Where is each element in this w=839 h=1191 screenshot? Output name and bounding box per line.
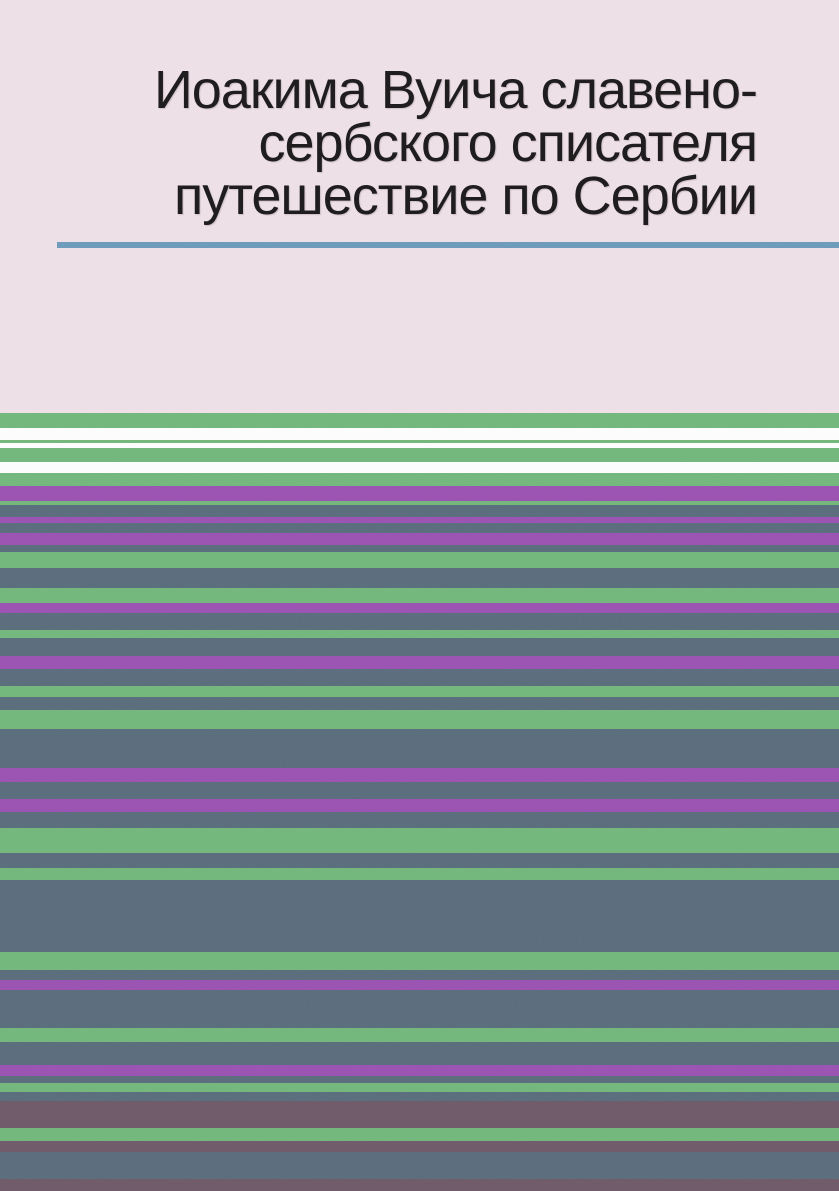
stripe-slate <box>0 990 839 1028</box>
stripe-mauve <box>0 1179 839 1191</box>
book-title-line-3: путешествие по Сербии <box>174 166 758 226</box>
stripe-purple <box>0 603 839 613</box>
stripe-green <box>0 710 839 729</box>
stripe-green <box>0 952 839 970</box>
stripe-purple <box>0 656 839 669</box>
stripe-slate <box>0 1152 839 1179</box>
stripe-green <box>0 1083 839 1092</box>
stripe-purple <box>0 533 839 545</box>
stripe-slate <box>0 669 839 686</box>
stripe-green <box>0 1128 839 1141</box>
stripe-slate <box>0 697 839 710</box>
stripe-green <box>0 473 839 486</box>
stripe-pattern <box>0 413 839 1191</box>
stripe-slate <box>0 853 839 868</box>
title-divider-line <box>57 242 839 248</box>
stripe-purple <box>0 799 839 812</box>
stripe-slate <box>0 505 839 517</box>
stripe-purple <box>0 768 839 782</box>
stripe-purple <box>0 486 839 501</box>
stripe-slate <box>0 523 839 533</box>
stripe-purple <box>0 1065 839 1076</box>
stripe-slate <box>0 568 839 588</box>
stripe-slate <box>0 1092 839 1101</box>
stripe-slate <box>0 880 839 952</box>
stripe-slate <box>0 812 839 828</box>
cover-header-area: Иоакима Вуича славено- сербского списате… <box>0 0 839 413</box>
stripe-green <box>0 686 839 697</box>
stripe-slate <box>0 970 839 980</box>
book-title: Иоакима Вуича славено- сербского списате… <box>40 60 758 226</box>
book-title-line-1: Иоакима Вуича славено- <box>153 60 758 120</box>
stripe-slate <box>0 729 839 768</box>
stripe-white <box>0 428 839 440</box>
stripe-white <box>0 462 839 473</box>
stripe-green <box>0 448 839 462</box>
stripe-green <box>0 413 839 428</box>
stripe-slate <box>0 1076 839 1083</box>
stripe-purple <box>0 980 839 990</box>
stripe-green <box>0 868 839 880</box>
stripe-slate <box>0 638 839 656</box>
stripe-slate <box>0 782 839 799</box>
stripe-green <box>0 552 839 568</box>
stripe-slate <box>0 545 839 552</box>
stripe-green <box>0 588 839 603</box>
stripe-mauve <box>0 1101 839 1128</box>
stripe-slate <box>0 613 839 630</box>
stripe-green <box>0 630 839 638</box>
book-title-line-2: сербского списателя <box>258 113 758 173</box>
stripe-mauve <box>0 1141 839 1152</box>
stripe-green <box>0 1028 839 1042</box>
stripe-slate <box>0 1042 839 1065</box>
stripe-green <box>0 828 839 853</box>
